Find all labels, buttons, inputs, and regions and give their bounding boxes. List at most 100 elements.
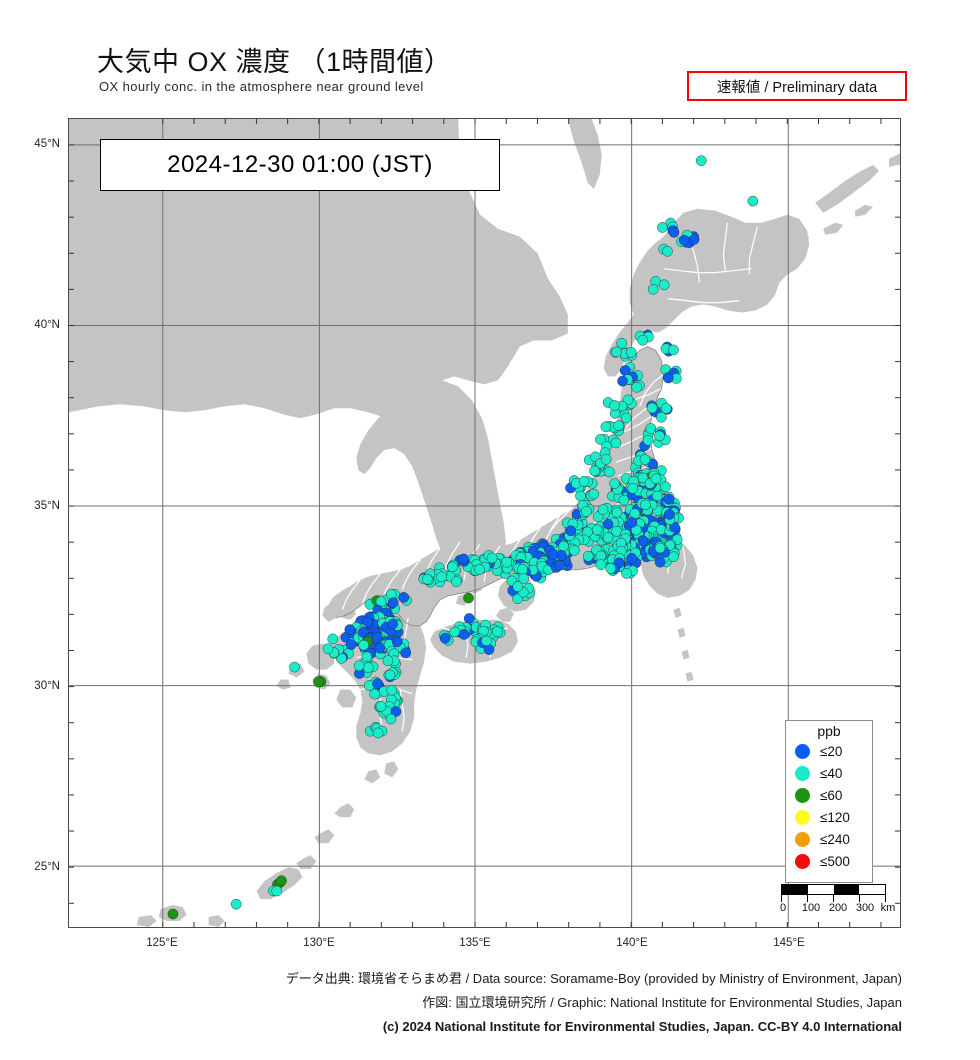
x-tick-3: 140°E xyxy=(616,937,648,949)
observation-point xyxy=(362,616,373,628)
observation-point xyxy=(657,222,668,233)
observation-point xyxy=(617,375,628,387)
map-canvas xyxy=(69,119,900,927)
scale-label-0: 0 xyxy=(779,902,787,914)
observation-point xyxy=(637,535,649,547)
observation-point xyxy=(439,633,451,644)
observation-point xyxy=(374,642,386,654)
x-tick-2: 135°E xyxy=(459,937,491,949)
observation-point xyxy=(604,466,615,478)
observation-point xyxy=(463,592,474,604)
observation-point xyxy=(626,553,638,564)
y-tick-4: 25°N xyxy=(34,861,60,873)
scale-bar-segments xyxy=(781,884,886,895)
legend-item-1[interactable]: ≤40 xyxy=(786,762,872,784)
footer-copyright: (c) 2024 National Institute for Environm… xyxy=(382,1019,902,1034)
legend-label-5: ≤500 xyxy=(820,853,850,869)
observation-point xyxy=(600,453,612,465)
preliminary-data-badge: 速報値 / Preliminary data xyxy=(687,71,907,101)
observation-point xyxy=(621,568,632,579)
observation-points-layer xyxy=(167,155,759,920)
observation-point xyxy=(651,490,663,502)
observation-point xyxy=(387,597,399,609)
legend-item-5[interactable]: ≤500 xyxy=(786,850,872,872)
observation-point xyxy=(625,347,637,358)
observation-point xyxy=(611,507,623,518)
observation-point xyxy=(436,571,447,583)
observation-point xyxy=(358,639,370,651)
legend-item-3[interactable]: ≤120 xyxy=(786,806,872,828)
observation-point xyxy=(645,423,657,434)
observation-point xyxy=(626,517,638,528)
observation-point xyxy=(664,509,675,520)
observation-point xyxy=(353,660,365,672)
legend-item-4[interactable]: ≤240 xyxy=(786,828,872,850)
page-title: 大気中 OX 濃度 （1時間値） xyxy=(97,47,452,77)
legend-item-2[interactable]: ≤60 xyxy=(786,784,872,806)
observation-point xyxy=(375,701,387,712)
observation-point xyxy=(668,551,679,563)
observation-point xyxy=(650,473,662,485)
scale-seg-0 xyxy=(782,885,808,894)
observation-point xyxy=(289,661,300,673)
observation-point xyxy=(654,556,666,568)
observation-point xyxy=(637,334,649,346)
observation-point xyxy=(501,556,513,568)
observation-point xyxy=(327,633,339,645)
observation-point xyxy=(451,576,462,587)
observation-point xyxy=(480,635,492,647)
observation-point xyxy=(421,573,433,585)
observation-point xyxy=(386,684,398,696)
observation-point xyxy=(344,624,356,635)
legend-color-swatch-5 xyxy=(795,853,810,869)
map-plot-area[interactable] xyxy=(68,118,901,928)
observation-point xyxy=(230,898,242,910)
observation-point xyxy=(611,346,622,358)
legend-panel: ppb ≤20 ≤40 ≤60 ≤120 ≤240 ≤500 xyxy=(785,720,873,883)
observation-point xyxy=(463,613,475,624)
observation-point xyxy=(654,430,665,442)
legend-color-swatch-1 xyxy=(795,765,810,781)
observation-point xyxy=(387,618,398,630)
footer-graphic-credit: 作図: 国立環境研究所 / Graphic: National Institut… xyxy=(422,995,902,1010)
observation-point xyxy=(449,626,461,638)
legend-label-4: ≤240 xyxy=(820,831,850,847)
observation-point xyxy=(609,478,620,489)
observation-point xyxy=(512,581,524,592)
legend-item-0[interactable]: ≤20 xyxy=(786,740,872,762)
scale-seg-2 xyxy=(833,885,860,894)
observation-point xyxy=(588,488,600,500)
observation-point xyxy=(313,676,324,688)
scale-seg-1 xyxy=(807,885,834,894)
observation-point xyxy=(618,494,630,506)
x-tick-4: 145°E xyxy=(773,937,805,949)
observation-point xyxy=(362,662,374,673)
observation-point xyxy=(658,279,670,291)
observation-point xyxy=(581,506,592,517)
observation-point xyxy=(616,337,627,349)
legend-label-3: ≤120 xyxy=(820,809,850,825)
observation-point xyxy=(578,475,590,487)
observation-point xyxy=(554,559,565,571)
x-tick-1: 130°E xyxy=(303,937,335,949)
observation-point xyxy=(747,195,759,207)
observation-point xyxy=(602,532,614,543)
scale-seg-3 xyxy=(859,885,885,894)
observation-point xyxy=(517,564,528,575)
observation-point xyxy=(276,875,287,887)
observation-point xyxy=(605,563,617,574)
minor-ticks xyxy=(69,119,900,927)
observation-point xyxy=(391,636,403,648)
scale-unit-label: km xyxy=(880,902,896,914)
observation-point xyxy=(654,542,666,554)
observation-point xyxy=(167,908,179,920)
observation-point xyxy=(679,234,690,246)
observation-point xyxy=(458,629,470,640)
scale-bar-ticks xyxy=(781,895,886,902)
legend-color-swatch-3 xyxy=(795,809,810,825)
observation-point xyxy=(663,493,674,505)
observation-point xyxy=(385,713,397,725)
observation-point xyxy=(662,245,673,257)
observation-point xyxy=(637,472,649,484)
observation-point xyxy=(486,552,498,564)
